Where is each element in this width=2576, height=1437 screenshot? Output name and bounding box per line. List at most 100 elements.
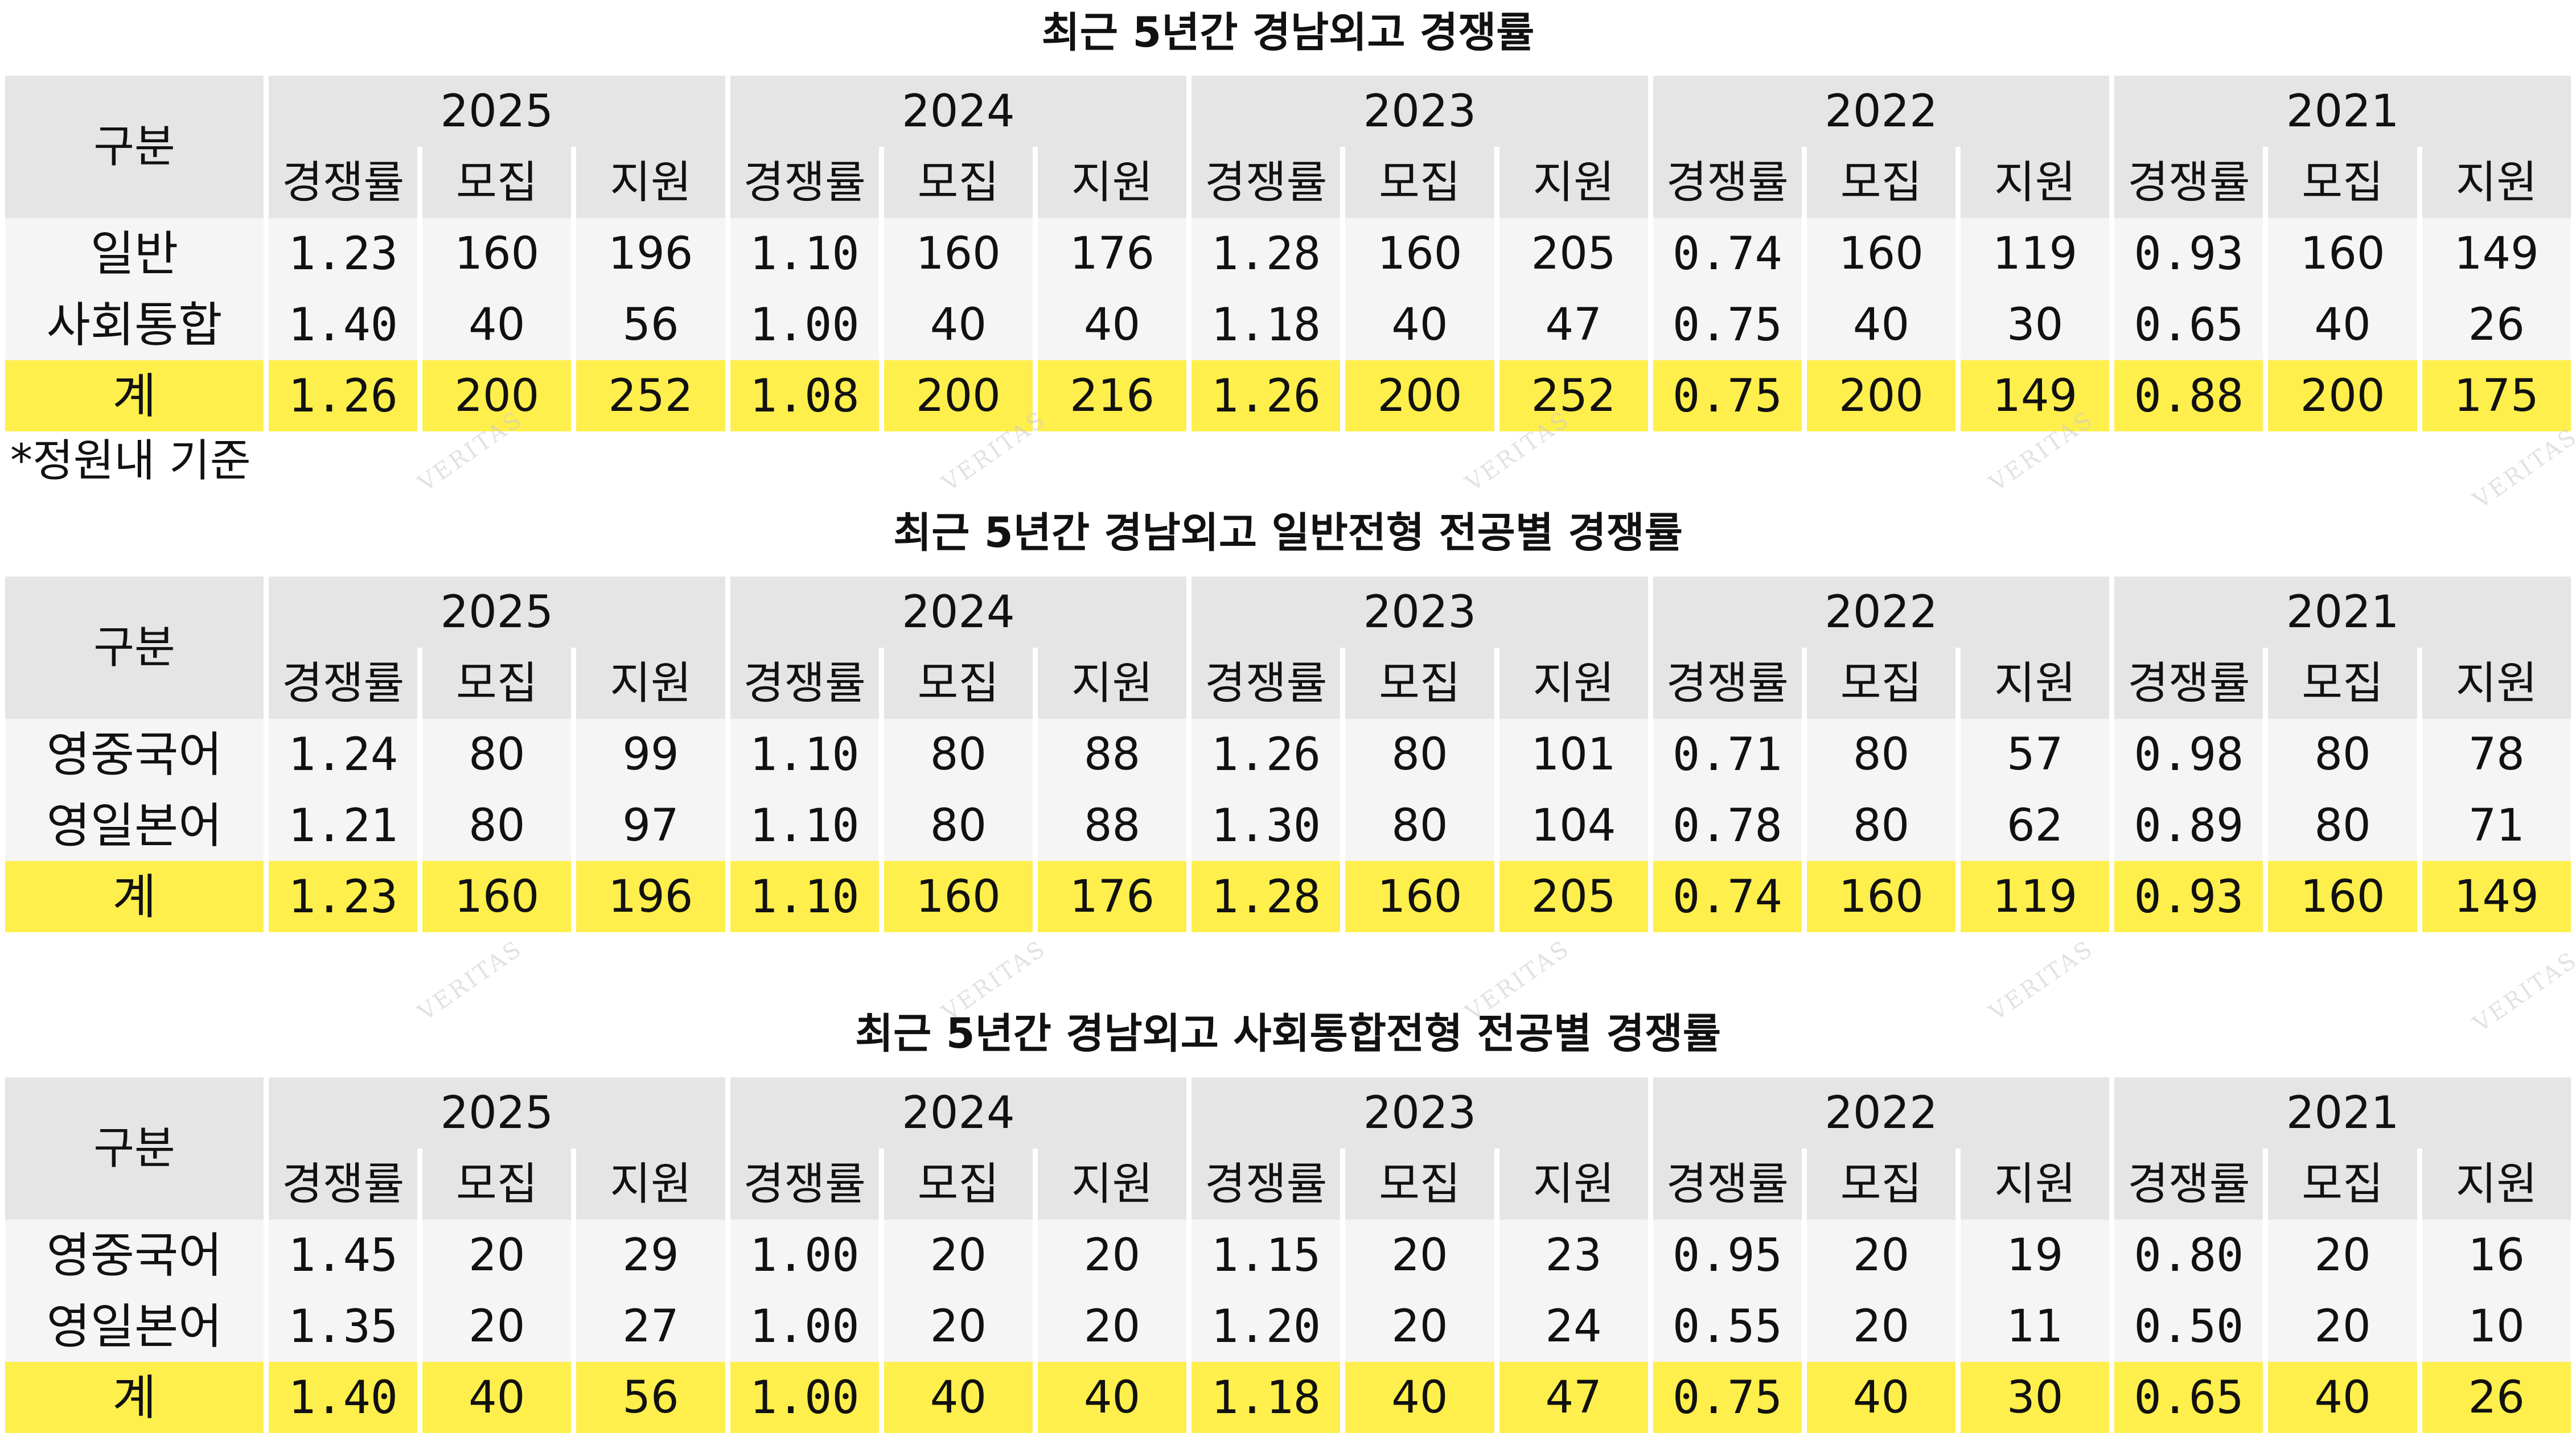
table-row: 영중국어 1.45 20 29 1.00 20 20 1.15 20 23 0.… [5,1220,2571,1291]
row-label: 영중국어 [5,1220,264,1291]
applicants-cell: 196 [576,861,725,932]
ratio-cell: 1.10 [730,218,879,289]
ratio-cell: 1.18 [1192,289,1341,360]
ratio-cell: 0.71 [1653,719,1802,790]
quota-cell: 40 [1345,289,1494,360]
quota-header: 모집 [1345,147,1494,218]
quota-cell: 200 [422,360,572,431]
quota-cell: 80 [1345,790,1494,861]
applicants-header: 지원 [1037,147,1187,218]
quota-cell: 20 [422,1291,572,1362]
applicants-cell: 57 [1961,719,2110,790]
ratio-cell: 0.55 [1653,1291,1802,1362]
ratio-cell: 1.23 [269,218,418,289]
table-row: 영일본어 1.21 80 97 1.10 80 88 1.30 80 104 0… [5,790,2571,861]
quota-header: 모집 [422,1148,572,1220]
table-row: 영중국어 1.24 80 99 1.10 80 88 1.26 80 101 0… [5,719,2571,790]
ratio-cell: 1.23 [269,861,418,932]
quota-cell: 160 [1806,218,1956,289]
applicants-cell: 88 [1037,719,1187,790]
applicants-cell: 88 [1037,790,1187,861]
quota-cell: 200 [2268,360,2417,431]
gubun-header: 구분 [5,76,264,218]
ratio-cell: 1.45 [269,1220,418,1291]
applicants-cell: 26 [2422,1362,2571,1433]
row-label: 일반 [5,218,264,289]
quota-header: 모집 [2268,147,2417,218]
subcolumn-header-row: 경쟁률 모집 지원 경쟁률 모집 지원 경쟁률 모집 지원 경쟁률 모집 지원 … [5,648,2571,719]
quota-cell: 40 [2268,1362,2417,1433]
ratio-header: 경쟁률 [1192,648,1341,719]
total-row: 계 1.23 160 196 1.10 160 176 1.28 160 205… [5,861,2571,932]
applicants-cell: 205 [1499,218,1648,289]
applicants-cell: 11 [1961,1291,2110,1362]
applicants-cell: 26 [2422,289,2571,360]
applicants-cell: 104 [1499,790,1648,861]
applicants-cell: 149 [2422,218,2571,289]
competition-table: 구분 2025 2024 2023 2022 2021 경쟁률 모집 지원 경쟁… [0,1077,2576,1433]
quota-cell: 80 [2268,719,2417,790]
ratio-cell: 0.65 [2114,1362,2263,1433]
applicants-cell: 78 [2422,719,2571,790]
ratio-header: 경쟁률 [2114,1148,2263,1220]
quota-header: 모집 [1806,648,1956,719]
section-title: 최근 5년간 경남외고 사회통합전형 전공별 경쟁률 [854,1010,1722,1058]
year-header: 2025 [269,1077,725,1148]
ratio-cell: 1.28 [1192,218,1341,289]
applicants-header: 지원 [1499,1148,1648,1220]
competition-table: 구분 2025 2024 2023 2022 2021 경쟁률 모집 지원 경쟁… [0,577,2576,932]
applicants-cell: 252 [1499,360,1648,431]
quota-cell: 20 [884,1291,1033,1362]
applicants-cell: 56 [576,1362,725,1433]
row-label: 영일본어 [5,1291,264,1362]
ratio-cell: 1.00 [730,1362,879,1433]
table-row: 일반 1.23 160 196 1.10 160 176 1.28 160 20… [5,218,2571,289]
applicants-header: 지원 [1037,1148,1187,1220]
applicants-header: 지원 [1499,147,1648,218]
year-header: 2023 [1192,577,1648,648]
applicants-cell: 27 [576,1291,725,1362]
quota-cell: 20 [1806,1220,1956,1291]
ratio-cell: 1.40 [269,1362,418,1433]
ratio-cell: 0.50 [2114,1291,2263,1362]
applicants-cell: 29 [576,1220,725,1291]
quota-header: 모집 [2268,1148,2417,1220]
ratio-header: 경쟁률 [730,648,879,719]
quota-cell: 80 [422,719,572,790]
quota-cell: 40 [422,289,572,360]
ratio-cell: 1.28 [1192,861,1341,932]
ratio-cell: 1.21 [269,790,418,861]
quota-cell: 40 [1345,1362,1494,1433]
table-row: 사회통합 1.40 40 56 1.00 40 40 1.18 40 47 0.… [5,289,2571,360]
veritas-watermark: VERITAS [413,935,528,1026]
quota-cell: 20 [1806,1291,1956,1362]
ratio-cell: 1.24 [269,719,418,790]
quota-cell: 160 [2268,218,2417,289]
applicants-header: 지원 [1961,1148,2110,1220]
applicants-cell: 149 [2422,861,2571,932]
applicants-cell: 20 [1037,1291,1187,1362]
gubun-header: 구분 [5,1077,264,1220]
quota-cell: 160 [884,218,1033,289]
ratio-cell: 0.95 [1653,1220,1802,1291]
quota-cell: 20 [422,1220,572,1291]
quota-cell: 20 [1345,1291,1494,1362]
total-row: 계 1.40 40 56 1.00 40 40 1.18 40 47 0.75 … [5,1362,2571,1433]
total-label: 계 [5,861,264,932]
quota-cell: 40 [1806,1362,1956,1433]
ratio-cell: 1.35 [269,1291,418,1362]
ratio-header: 경쟁률 [2114,147,2263,218]
quota-cell: 20 [884,1220,1033,1291]
applicants-cell: 99 [576,719,725,790]
quota-cell: 200 [1345,360,1494,431]
row-label: 사회통합 [5,289,264,360]
veritas-watermark: VERITAS [2468,423,2576,514]
quota-cell: 80 [884,790,1033,861]
applicants-cell: 97 [576,790,725,861]
total-label: 계 [5,360,264,431]
applicants-cell: 216 [1037,360,1187,431]
applicants-cell: 30 [1961,1362,2110,1433]
ratio-cell: 0.75 [1653,360,1802,431]
ratio-cell: 0.74 [1653,218,1802,289]
ratio-header: 경쟁률 [269,147,418,218]
